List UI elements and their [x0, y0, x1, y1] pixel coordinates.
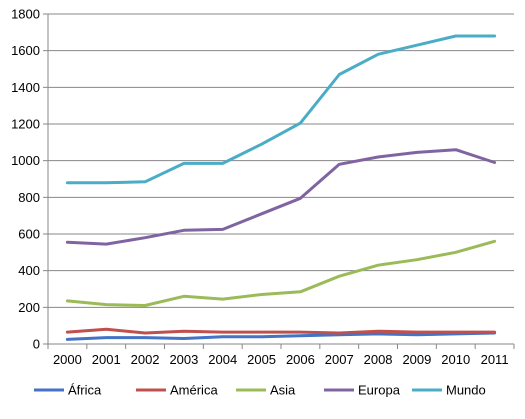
- legend-item-europa: Europa: [324, 383, 401, 398]
- series-line-africa: [65, 331, 497, 341]
- x-tick-label: 2008: [364, 352, 393, 367]
- legend-item-mundo: Mundo: [412, 383, 486, 398]
- x-tick-label: 2000: [53, 352, 82, 367]
- legend-label: Mundo: [446, 383, 486, 398]
- y-tick-label: 400: [18, 263, 40, 278]
- y-tick-label: 1800: [11, 7, 40, 22]
- x-tick-label: 2001: [92, 352, 121, 367]
- series-line-mundo: [65, 34, 497, 185]
- legend-item-africa: África: [34, 383, 102, 398]
- series-line-asia: [65, 239, 497, 307]
- y-tick-label: 800: [18, 190, 40, 205]
- legend-item-america: América: [136, 383, 218, 398]
- legend: África América Asia Europa Mundo: [34, 383, 486, 398]
- legend-label: América: [170, 383, 218, 398]
- x-tick-label: 2005: [247, 352, 276, 367]
- x-tick-label: 2009: [402, 352, 431, 367]
- legend-label: África: [68, 383, 102, 398]
- legend-item-asia: Asia: [236, 383, 296, 398]
- y-tick-label: 1600: [11, 43, 40, 58]
- x-axis-tick-labels: 2000 2001 2002 2003 2004 2005 2006 2007 2008 2009…: [53, 352, 509, 367]
- legend-label: Europa: [358, 383, 401, 398]
- y-tick-label: 200: [18, 300, 40, 315]
- x-tick-label: 2002: [131, 352, 160, 367]
- series-line-america: [65, 327, 497, 335]
- y-tick-label: 1400: [11, 80, 40, 95]
- x-tick-label: 2007: [325, 352, 354, 367]
- series-lines: [65, 34, 497, 341]
- y-axis-tick-labels: 0 200 400 600 800 1000 1200 1400 1600 1800: [11, 7, 40, 352]
- axes: [43, 13, 515, 349]
- x-tick-label: 2010: [441, 352, 470, 367]
- x-tick-label: 2003: [169, 352, 198, 367]
- series-line-europa: [65, 148, 497, 246]
- x-tick-label: 2011: [481, 352, 509, 367]
- legend-label: Asia: [270, 383, 296, 398]
- y-tick-label: 0: [33, 337, 40, 352]
- y-tick-label: 600: [18, 227, 40, 242]
- x-tick-label: 2006: [286, 352, 315, 367]
- y-tick-label: 1000: [11, 153, 40, 168]
- y-tick-label: 1200: [11, 117, 40, 132]
- gridlines: [48, 13, 514, 308]
- x-tick-label: 2004: [208, 352, 237, 367]
